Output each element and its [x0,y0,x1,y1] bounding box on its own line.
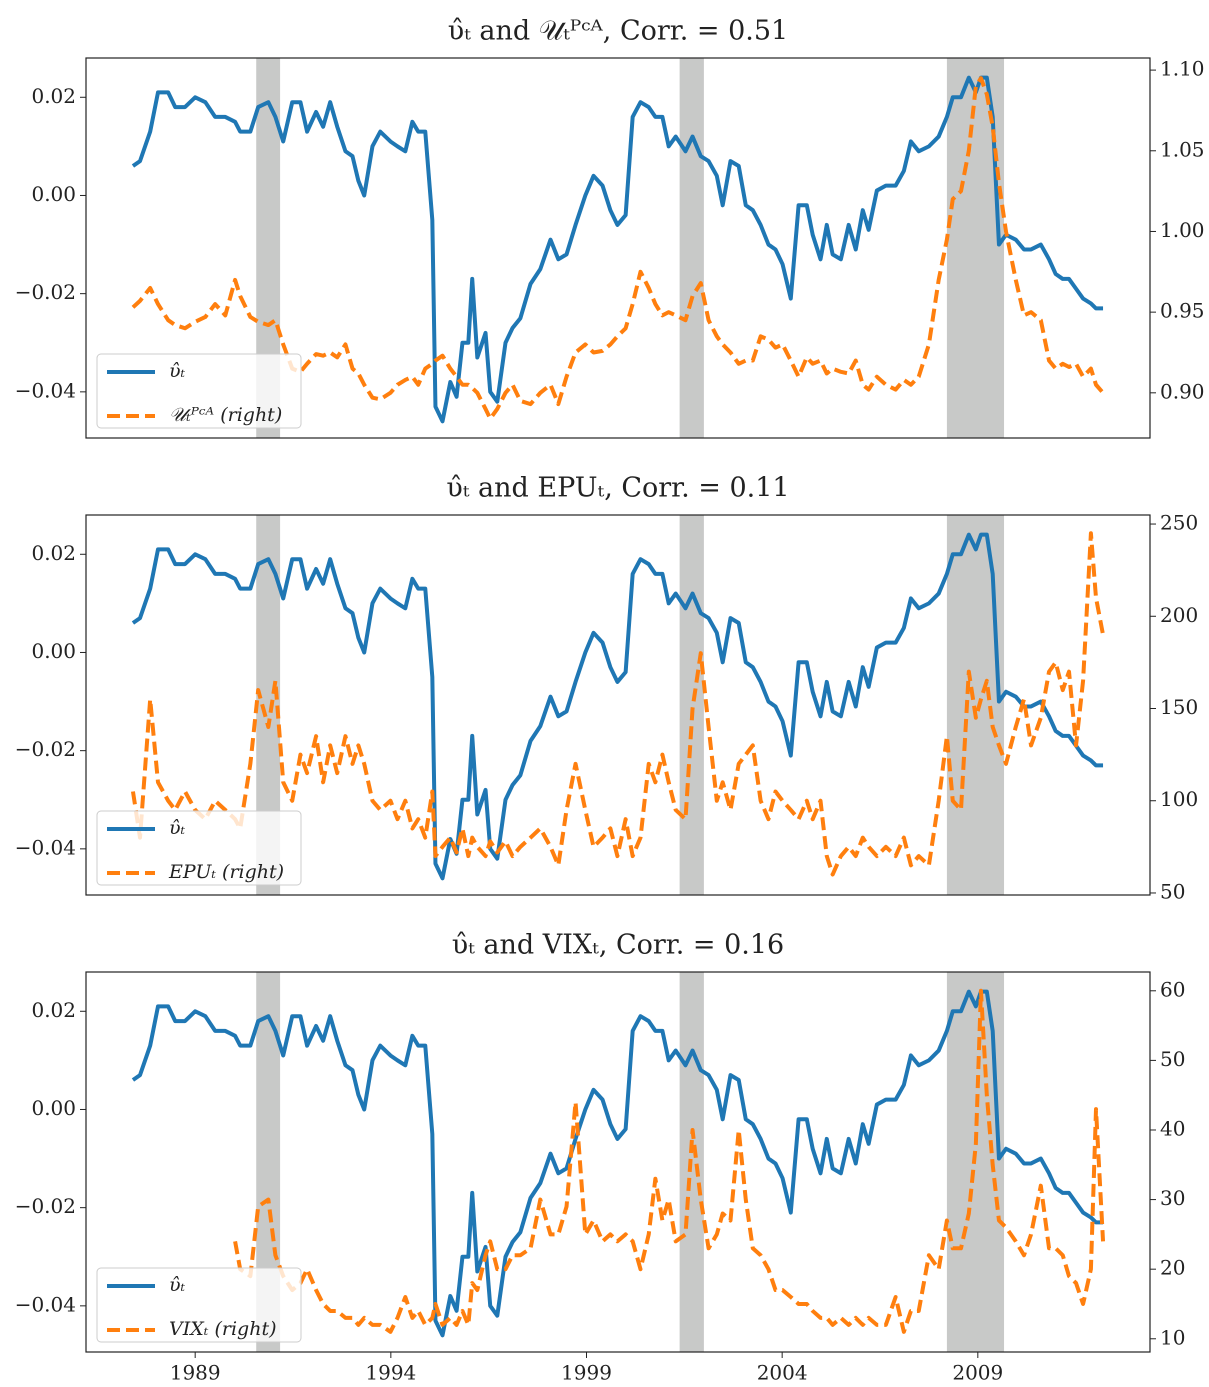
recession-band [256,58,281,438]
legend-label: υ̂ₜ [169,817,186,839]
legend-label: VIXₜ (right) [169,1318,277,1340]
y2-tick-label: 1.10 [1160,57,1205,81]
legend-label: EPUₜ (right) [168,861,284,883]
panel-title: υ̂ₜ and 𝒰ₜᴾᶜᴬ, Corr. = 0.51 [448,16,788,47]
axes-frame [85,514,1151,896]
legend-label: υ̂ₜ [169,360,186,382]
panel: υ̂ₜ and VIXₜ, Corr. = 0.16 −0.04 −0.02 0.00… [15,930,1186,1385]
recession-band [946,515,1005,895]
y-tick-label: −0.02 [15,1194,76,1218]
plot-area [130,515,1106,895]
y-tick-label: −0.02 [15,737,76,761]
series-line [131,75,1104,424]
y-tick-label: −0.04 [15,1292,76,1316]
plot-area [131,58,1105,438]
y-tick-label: −0.02 [15,280,76,304]
series-line [130,531,1106,877]
panel: υ̂ₜ and 𝒰ₜᴾᶜᴬ, Corr. = 0.51 −0.04 −0.02 0.0… [15,16,1205,439]
panel-title: υ̂ₜ and EPUₜ, Corr. = 0.11 [446,473,789,504]
x-tick-label: 1994 [365,1361,416,1385]
y-tick-label: −0.04 [15,835,76,859]
legend-label: υ̂ₜ [169,1274,186,1296]
recession-band [256,515,281,895]
axes-frame [85,971,1151,1353]
legend: υ̂ₜ EPUₜ (right) [96,810,302,886]
series-line [131,532,1104,881]
x-tick-label: 1999 [561,1361,612,1385]
y2-tick-label: 50 [1160,1047,1185,1071]
axes-frame [85,57,1151,439]
y-tick-label: 0.00 [31,639,76,663]
y2-tick-label: 50 [1160,879,1185,903]
recession-band [679,58,704,438]
y2-tick-label: 150 [1160,695,1198,719]
x-tick-label: 2004 [757,1361,808,1385]
panel-title: υ̂ₜ and VIXₜ, Corr. = 0.16 [452,930,784,961]
series-line [131,989,1104,1338]
x-tick-label: 1989 [170,1361,221,1385]
y2-tick-label: 250 [1160,511,1198,535]
y2-tick-label: 10 [1160,1325,1185,1349]
y-tick-label: 0.00 [31,1096,76,1120]
y2-tick-label: 1.05 [1160,137,1205,161]
y-tick-label: 0.00 [31,182,76,206]
y-tick-label: 0.02 [31,998,76,1022]
y2-tick-label: 0.90 [1160,379,1205,403]
panel: υ̂ₜ and EPUₜ, Corr. = 0.11 −0.04 −0.02 0.00… [15,473,1198,904]
recession-band [679,515,704,895]
y2-tick-label: 200 [1160,603,1198,627]
y2-tick-label: 20 [1160,1256,1185,1280]
y2-tick-label: 100 [1160,787,1198,811]
y2-tick-label: 0.95 [1160,299,1205,323]
recession-band [946,58,1005,438]
y2-tick-label: 40 [1160,1116,1185,1140]
series-line [131,76,1105,421]
x-tick-label: 2009 [952,1361,1003,1385]
y2-tick-label: 60 [1160,977,1185,1001]
y-tick-label: 0.02 [31,541,76,565]
y-tick-label: 0.02 [31,84,76,108]
legend-label: 𝒰ₜᴾᶜᴬ (right) [169,404,282,426]
y-tick-label: −0.04 [15,378,76,402]
y2-tick-label: 30 [1160,1186,1185,1210]
y2-tick-label: 1.00 [1160,218,1205,242]
plot-area [131,972,1106,1352]
legend: υ̂ₜ VIXₜ (right) [96,1267,302,1343]
legend: υ̂ₜ 𝒰ₜᴾᶜᴬ (right) [96,353,302,429]
